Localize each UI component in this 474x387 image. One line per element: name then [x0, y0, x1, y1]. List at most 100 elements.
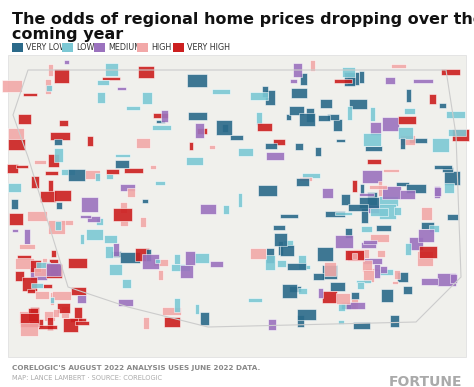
- FancyBboxPatch shape: [171, 264, 190, 271]
- FancyBboxPatch shape: [142, 254, 159, 269]
- FancyBboxPatch shape: [298, 315, 304, 327]
- Text: VERY LOW: VERY LOW: [26, 43, 67, 51]
- Text: MAP: LANCE LAMBERT · SOURCE: CORELOGIC: MAP: LANCE LAMBERT · SOURCE: CORELOGIC: [12, 375, 162, 381]
- FancyBboxPatch shape: [15, 271, 24, 281]
- FancyBboxPatch shape: [52, 250, 56, 257]
- FancyBboxPatch shape: [300, 74, 307, 86]
- FancyBboxPatch shape: [24, 229, 30, 244]
- Text: CORELOGIC'S AUGUST 2022 ANALYSIS USES JUNE 2022 DATA.: CORELOGIC'S AUGUST 2022 ANALYSIS USES JU…: [12, 365, 260, 371]
- FancyBboxPatch shape: [216, 120, 232, 135]
- FancyBboxPatch shape: [367, 159, 381, 164]
- FancyBboxPatch shape: [406, 89, 411, 103]
- FancyBboxPatch shape: [359, 197, 379, 207]
- Text: The odds of regional home prices dropping over the: The odds of regional home prices droppin…: [12, 12, 474, 27]
- FancyBboxPatch shape: [419, 246, 437, 258]
- FancyBboxPatch shape: [345, 228, 352, 238]
- FancyBboxPatch shape: [421, 223, 434, 229]
- FancyBboxPatch shape: [322, 265, 337, 279]
- FancyBboxPatch shape: [442, 167, 453, 172]
- FancyBboxPatch shape: [446, 111, 465, 118]
- FancyBboxPatch shape: [40, 191, 56, 202]
- FancyBboxPatch shape: [268, 319, 276, 330]
- FancyBboxPatch shape: [111, 250, 121, 257]
- FancyBboxPatch shape: [180, 265, 193, 278]
- FancyBboxPatch shape: [282, 284, 297, 298]
- FancyBboxPatch shape: [122, 279, 131, 288]
- FancyBboxPatch shape: [325, 211, 345, 217]
- FancyBboxPatch shape: [86, 229, 103, 240]
- FancyBboxPatch shape: [330, 282, 345, 291]
- FancyBboxPatch shape: [96, 218, 102, 225]
- FancyBboxPatch shape: [381, 289, 392, 303]
- FancyBboxPatch shape: [382, 117, 399, 130]
- FancyBboxPatch shape: [356, 280, 371, 283]
- FancyBboxPatch shape: [95, 173, 100, 181]
- FancyBboxPatch shape: [289, 106, 304, 115]
- FancyBboxPatch shape: [49, 259, 58, 262]
- FancyBboxPatch shape: [250, 92, 268, 100]
- FancyBboxPatch shape: [351, 292, 359, 299]
- FancyBboxPatch shape: [124, 168, 143, 173]
- FancyBboxPatch shape: [368, 205, 380, 213]
- FancyBboxPatch shape: [209, 145, 215, 149]
- FancyBboxPatch shape: [20, 313, 39, 327]
- FancyBboxPatch shape: [429, 94, 436, 104]
- FancyBboxPatch shape: [434, 186, 440, 198]
- FancyBboxPatch shape: [392, 64, 406, 68]
- FancyBboxPatch shape: [280, 245, 294, 256]
- FancyBboxPatch shape: [258, 185, 276, 195]
- FancyBboxPatch shape: [115, 154, 130, 157]
- FancyBboxPatch shape: [2, 80, 22, 92]
- FancyBboxPatch shape: [185, 250, 195, 265]
- FancyBboxPatch shape: [70, 318, 86, 322]
- Bar: [94, 43, 105, 51]
- FancyBboxPatch shape: [428, 225, 439, 232]
- FancyBboxPatch shape: [378, 269, 393, 274]
- FancyBboxPatch shape: [298, 255, 306, 269]
- FancyBboxPatch shape: [138, 66, 154, 78]
- FancyBboxPatch shape: [351, 298, 358, 309]
- FancyBboxPatch shape: [27, 289, 35, 293]
- Text: VERY HIGH: VERY HIGH: [187, 43, 230, 51]
- FancyBboxPatch shape: [363, 133, 381, 146]
- FancyBboxPatch shape: [333, 119, 342, 131]
- FancyBboxPatch shape: [346, 302, 365, 309]
- FancyBboxPatch shape: [257, 123, 273, 131]
- FancyBboxPatch shape: [42, 258, 47, 267]
- FancyBboxPatch shape: [105, 63, 118, 76]
- FancyBboxPatch shape: [347, 106, 352, 120]
- FancyBboxPatch shape: [46, 85, 52, 91]
- FancyBboxPatch shape: [80, 214, 91, 217]
- FancyBboxPatch shape: [419, 229, 435, 242]
- FancyBboxPatch shape: [80, 234, 84, 244]
- FancyBboxPatch shape: [394, 270, 400, 279]
- FancyBboxPatch shape: [146, 250, 151, 261]
- FancyBboxPatch shape: [400, 190, 415, 199]
- FancyBboxPatch shape: [9, 128, 24, 139]
- FancyBboxPatch shape: [140, 217, 146, 226]
- FancyBboxPatch shape: [53, 309, 59, 317]
- FancyBboxPatch shape: [291, 88, 308, 98]
- FancyBboxPatch shape: [437, 272, 456, 286]
- FancyBboxPatch shape: [379, 204, 396, 219]
- FancyBboxPatch shape: [87, 136, 92, 146]
- FancyBboxPatch shape: [50, 132, 70, 140]
- FancyBboxPatch shape: [48, 220, 65, 234]
- FancyBboxPatch shape: [55, 139, 62, 145]
- FancyBboxPatch shape: [174, 298, 181, 312]
- FancyBboxPatch shape: [68, 259, 87, 267]
- FancyBboxPatch shape: [75, 321, 89, 325]
- FancyBboxPatch shape: [434, 187, 441, 196]
- FancyBboxPatch shape: [398, 127, 412, 139]
- FancyBboxPatch shape: [346, 72, 359, 85]
- FancyBboxPatch shape: [357, 282, 364, 289]
- FancyBboxPatch shape: [349, 99, 367, 110]
- FancyBboxPatch shape: [283, 240, 293, 248]
- FancyBboxPatch shape: [195, 123, 204, 138]
- FancyBboxPatch shape: [441, 69, 460, 75]
- FancyBboxPatch shape: [48, 64, 53, 76]
- FancyBboxPatch shape: [365, 146, 383, 151]
- FancyBboxPatch shape: [347, 250, 364, 261]
- FancyBboxPatch shape: [385, 77, 394, 84]
- FancyBboxPatch shape: [302, 173, 320, 178]
